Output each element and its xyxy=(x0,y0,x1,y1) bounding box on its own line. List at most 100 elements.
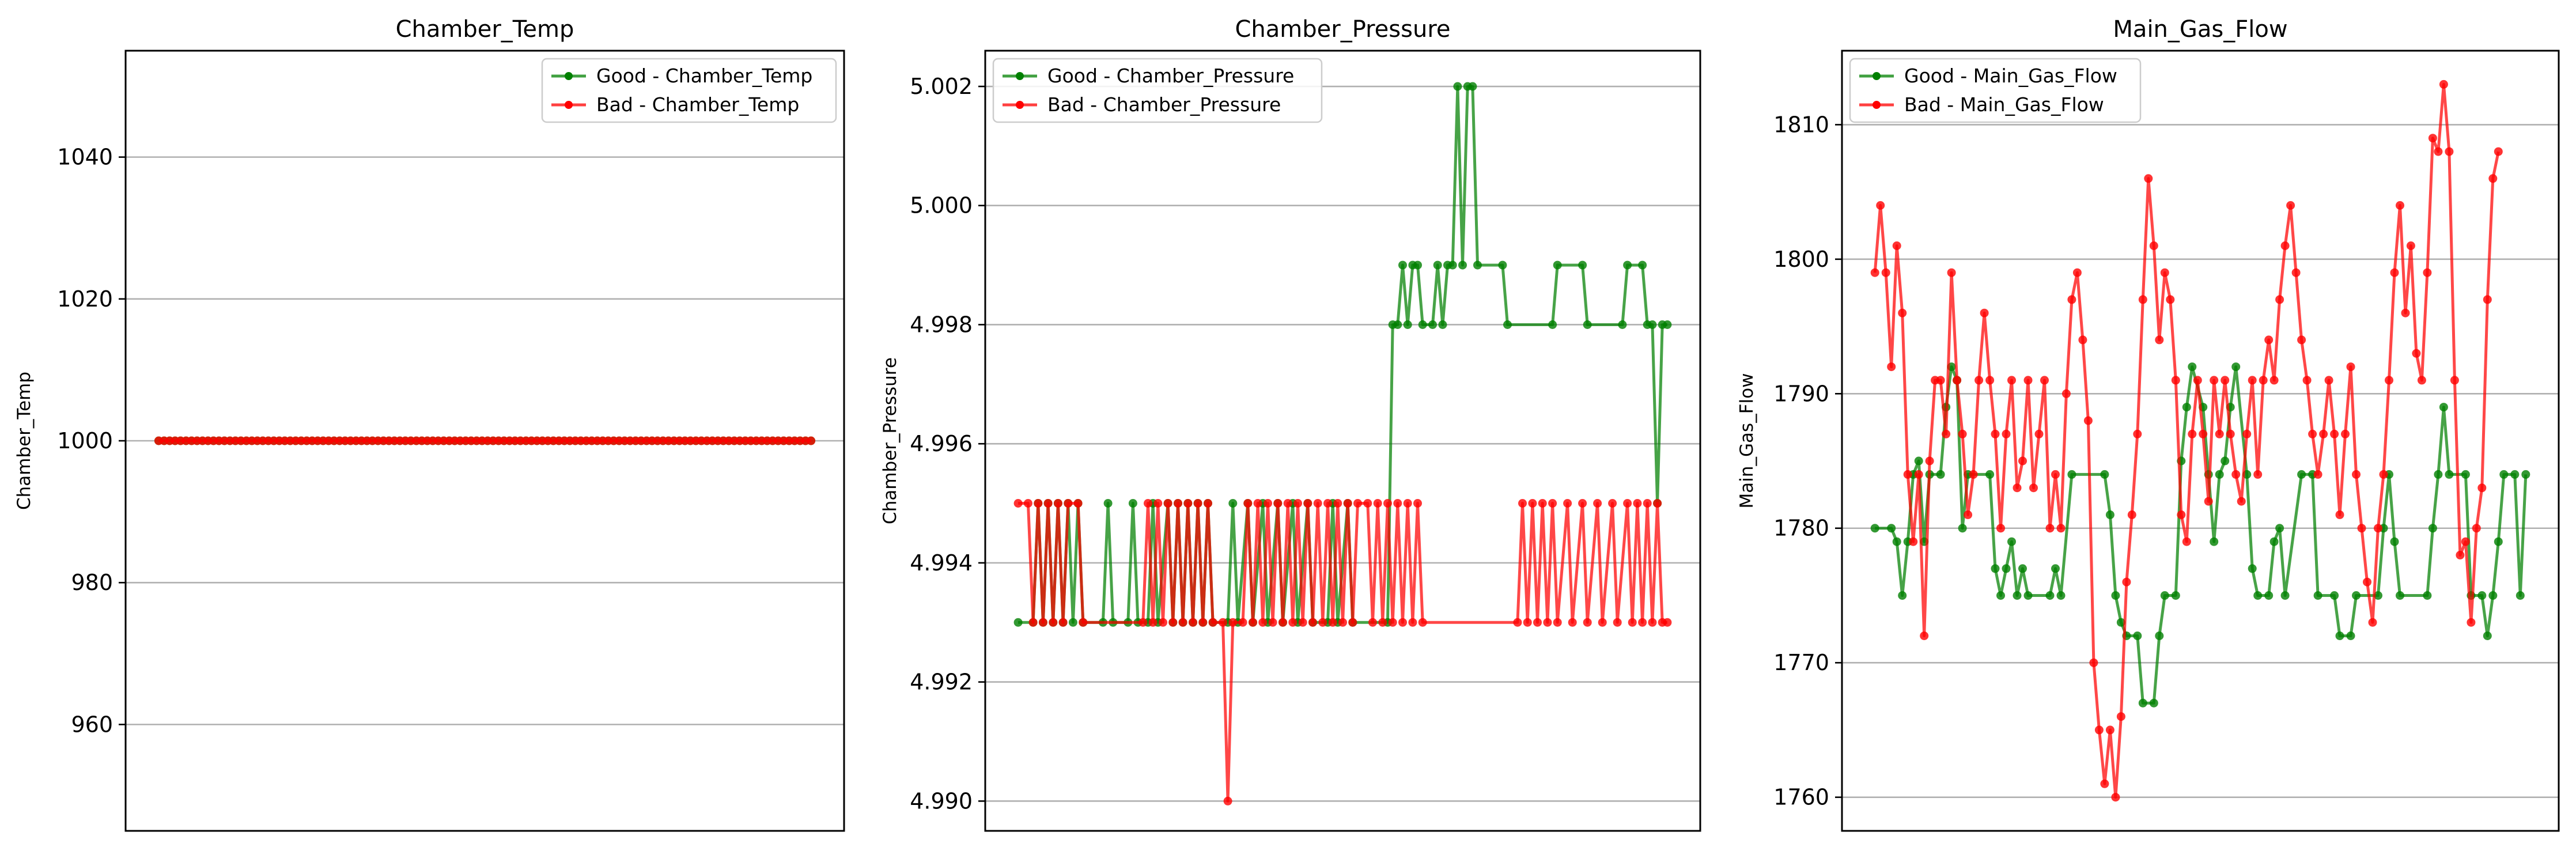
data-point xyxy=(1383,499,1392,508)
data-point xyxy=(1870,268,1879,277)
data-point xyxy=(1876,201,1885,210)
legend-box xyxy=(1849,58,2142,123)
legend-entry: Bad - Chamber_Pressure xyxy=(1003,93,1281,116)
data-point xyxy=(807,436,816,445)
data-point xyxy=(2357,524,2366,533)
data-point xyxy=(2280,591,2290,600)
data-point xyxy=(1996,524,2005,533)
data-point xyxy=(2439,403,2448,412)
data-point xyxy=(2029,483,2038,493)
data-point xyxy=(1663,618,1672,627)
data-point xyxy=(2215,429,2224,438)
data-point xyxy=(1881,268,1890,277)
data-point xyxy=(1538,499,1547,508)
data-point xyxy=(2396,201,2404,210)
data-point xyxy=(2188,429,2197,438)
data-point xyxy=(1103,499,1113,508)
data-point xyxy=(2221,456,2230,466)
data-point xyxy=(2083,416,2093,425)
data-point xyxy=(1268,618,1277,627)
data-point xyxy=(1936,376,1945,385)
data-point xyxy=(1985,470,1995,479)
data-point xyxy=(2291,268,2301,277)
data-point xyxy=(1013,618,1023,627)
data-point xyxy=(2171,591,2180,600)
data-point xyxy=(1283,499,1292,508)
data-point xyxy=(1363,499,1372,508)
data-point xyxy=(2445,147,2454,156)
y-tick-label: 4.996 xyxy=(910,431,973,456)
data-point xyxy=(2133,632,2142,640)
data-point xyxy=(1023,499,1032,508)
y-tick-label: 960 xyxy=(71,712,113,737)
data-point xyxy=(1548,320,1557,329)
data-point xyxy=(2477,591,2487,600)
data-point xyxy=(2330,429,2339,438)
data-point xyxy=(1073,499,1083,508)
legend-label: Good - Chamber_Temp xyxy=(596,65,812,87)
data-point xyxy=(2007,376,2016,385)
data-point xyxy=(1223,796,1232,806)
y-axis-label: Chamber_Temp xyxy=(14,372,35,510)
data-point xyxy=(1969,470,1978,479)
legend-label: Good - Main_Gas_Flow xyxy=(1904,65,2117,87)
data-point xyxy=(1503,320,1512,329)
data-point xyxy=(1438,320,1447,329)
panel-title: Chamber_Pressure xyxy=(1235,16,1450,43)
data-point xyxy=(1273,499,1283,508)
data-point xyxy=(2040,376,2049,385)
legend-entry: Bad - Main_Gas_Flow xyxy=(1859,93,2104,116)
data-point xyxy=(2308,429,2317,438)
data-point xyxy=(1892,537,1901,546)
data-point xyxy=(1053,499,1062,508)
data-point xyxy=(2089,658,2098,667)
data-point xyxy=(2319,429,2328,438)
legend-label: Bad - Main_Gas_Flow xyxy=(1904,93,2104,116)
data-point xyxy=(2056,591,2066,600)
data-point xyxy=(1253,499,1262,508)
legend: Good - Main_Gas_Flow Bad - Main_Gas_Flow xyxy=(1849,58,2142,123)
data-point xyxy=(2166,295,2175,304)
data-point xyxy=(1578,499,1587,508)
y-tick-label: 1000 xyxy=(57,428,113,453)
data-point xyxy=(2379,470,2388,479)
data-point xyxy=(1914,456,1923,466)
data-point xyxy=(2155,335,2164,345)
data-point xyxy=(2374,591,2382,600)
data-point xyxy=(2374,524,2382,533)
data-point xyxy=(1408,618,1417,627)
data-point xyxy=(1378,618,1387,627)
data-point xyxy=(2072,268,2082,277)
data-point xyxy=(1448,260,1457,270)
data-point xyxy=(1398,618,1407,627)
data-point xyxy=(2406,241,2415,250)
data-point xyxy=(1413,499,1422,508)
data-point xyxy=(1914,470,1923,479)
data-point xyxy=(2428,524,2437,533)
data-point xyxy=(1991,429,2000,438)
data-point xyxy=(2002,564,2011,573)
data-point xyxy=(1473,260,1482,270)
data-point xyxy=(1393,320,1402,329)
data-point xyxy=(1648,320,1657,329)
data-point xyxy=(1043,499,1053,508)
data-point xyxy=(1936,470,1945,479)
legend-box xyxy=(992,58,1323,123)
data-point xyxy=(2335,510,2344,519)
data-point xyxy=(2259,376,2268,385)
data-point xyxy=(1318,618,1327,627)
data-point xyxy=(2467,618,2476,627)
y-tick-label: 5.000 xyxy=(910,193,973,218)
data-point xyxy=(2138,698,2147,708)
legend: Good - Chamber_Temp Bad - Chamber_Temp xyxy=(541,58,837,123)
data-point xyxy=(2297,335,2306,345)
series-bad xyxy=(1013,499,1672,806)
data-point xyxy=(2264,591,2274,600)
data-point xyxy=(2483,295,2492,304)
data-point xyxy=(2149,241,2158,250)
data-point xyxy=(2352,470,2361,479)
data-point xyxy=(1159,618,1167,627)
data-point xyxy=(2477,483,2487,493)
data-point xyxy=(2472,524,2481,533)
data-point xyxy=(1144,499,1152,508)
